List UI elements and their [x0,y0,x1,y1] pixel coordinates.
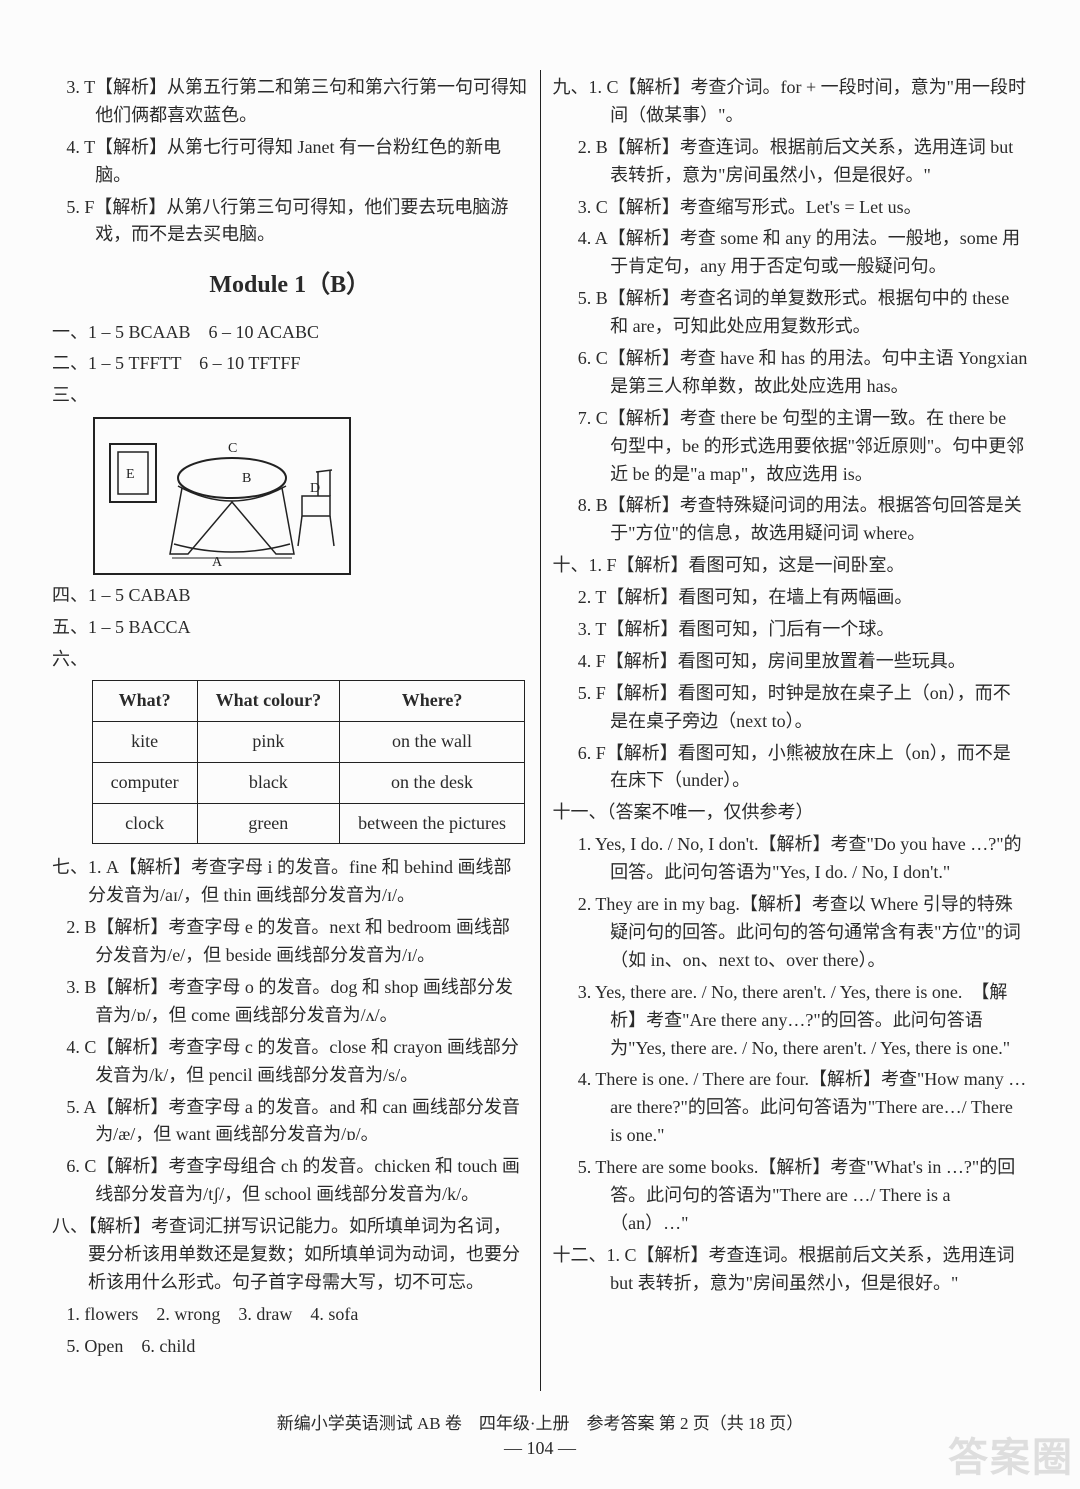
table-cell: kite [92,721,197,762]
ans-4: 4. T【解析】从第七行可得知 Janet 有一台粉红色的新电脑。 [52,134,528,190]
table-cell: on the wall [340,721,525,762]
table-cell: black [197,762,340,803]
ten-1: 十、1. F【解析】看图可知，这是一间卧室。 [553,552,1029,580]
ans-3: 3. T【解析】从第五行第二和第三句和第六行第一句可得知他们俩都喜欢蓝色。 [52,74,528,130]
left-column: 3. T【解析】从第五行第二和第三句和第六行第一句可得知他们俩都喜欢蓝色。 4.… [40,70,541,1391]
section-2: 二、1 – 5 TFFTT 6 – 10 TFTFF [52,350,528,378]
ten-3: 3. T【解析】看图可知，门后有一个球。 [553,616,1029,644]
ten-2: 2. T【解析】看图可知，在墙上有两幅画。 [553,584,1029,612]
table-cell: clock [92,803,197,844]
table-cell: computer [92,762,197,803]
svg-text:D: D [310,481,320,496]
ten-4: 4. F【解析】看图可知，房间里放置着一些玩具。 [553,648,1029,676]
th-where: Where? [340,680,525,721]
eleven-3: 3. Yes, there are. / No, there aren't. /… [553,979,1029,1063]
table-cell: pink [197,721,340,762]
eight-line2: 5. Open 6. child [52,1333,528,1361]
eleven-2: 2. They are in my bag.【解析】考查以 Where 引导的特… [553,891,1029,975]
nine-8: 8. B【解析】考查特殊疑问词的用法。根据答句回答是关于"方位"的信息，故选用疑… [553,492,1029,548]
page-number: — 104 — [40,1438,1040,1459]
seven-5: 5. A【解析】考查字母 a 的发音。and 和 can 画线部分发音为/æ/，… [52,1094,528,1150]
th-what: What? [92,680,197,721]
svg-text:A: A [212,555,223,570]
eleven-5: 5. There are some books.【解析】考查"What's in… [553,1154,1029,1238]
nine-5: 5. B【解析】考查名词的单复数形式。根据句中的 these 和 are，可知此… [553,285,1029,341]
answer-table: What? What colour? Where? kite pink on t… [92,680,525,845]
nine-3: 3. C【解析】考查缩写形式。Let's = Let us。 [553,194,1029,222]
th-colour: What colour? [197,680,340,721]
nine-4: 4. A【解析】考查 some 和 any 的用法。一般地，some 用于肯定句… [553,225,1029,281]
nine-6: 6. C【解析】考查 have 和 has 的用法。句中主语 Yongxian … [553,345,1029,401]
seven-2: 2. B【解析】考查字母 e 的发音。next 和 bedroom 画线部分发音… [52,914,528,970]
room-diagram: E C B D A [92,416,528,576]
watermark: 答案圈 [948,1425,1074,1483]
section-4: 四、1 – 5 CABAB [52,582,528,610]
eleven-1: 1. Yes, I do. / No, I don't.【解析】考查"Do yo… [553,831,1029,887]
seven-3: 3. B【解析】考查字母 o 的发音。dog 和 shop 画线部分发音为/ɒ/… [52,974,528,1030]
nine-1: 九、1. C【解析】考查介词。for + 一段时间，意为"用一段时间（做某事）"… [553,74,1029,130]
ans-5: 5. F【解析】从第八行第三句可得知，他们要去玩电脑游戏，而不是去买电脑。 [52,194,528,250]
nine-7: 7. C【解析】考查 there be 句型的主谓一致。在 there be 句… [553,405,1029,489]
right-column: 九、1. C【解析】考查介词。for + 一段时间，意为"用一段时间（做某事）"… [541,70,1041,1391]
section-6: 六、 [52,646,528,674]
module-title: Module 1（B） [52,267,528,304]
seven-6: 6. C【解析】考查字母组合 ch 的发音。chicken 和 touch 画线… [52,1153,528,1209]
seven-1: 七、1. A【解析】考查字母 i 的发音。fine 和 behind 画线部分发… [52,854,528,910]
svg-text:B: B [242,471,251,486]
eleven-4: 4. There is one. / There are four.【解析】考查… [553,1066,1029,1150]
section-3: 三、 [52,382,528,410]
svg-text:E: E [126,467,135,482]
seven-4: 4. C【解析】考查字母 c 的发音。close 和 crayon 画线部分发音… [52,1034,528,1090]
ten-6: 6. F【解析】看图可知，小熊被放在床上（on），而不是在床下（under）。 [553,740,1029,796]
eleven-head: 十一、（答案不唯一，仅供参考） [553,799,1029,827]
ten-5: 5. F【解析】看图可知，时钟是放在桌子上（on），而不是在桌子旁边（next … [553,680,1029,736]
footer-text: 新编小学英语测试 AB 卷 四年级·上册 参考答案 第 2 页（共 18 页） [40,1409,1040,1434]
twelve: 十二、1. C【解析】考查连词。根据前后文关系，选用连词 but 表转折，意为"… [553,1242,1029,1298]
table-cell: on the desk [340,762,525,803]
table-cell: between the pictures [340,803,525,844]
section-1: 一、1 – 5 BCAAB 6 – 10 ACABC [52,319,528,347]
eight-line1: 1. flowers 2. wrong 3. draw 4. sofa [52,1301,528,1329]
table-cell: green [197,803,340,844]
eight-intro: 八、【解析】考查词汇拼写识记能力。如所填单词为名词，要分析该用单数还是复数；如所… [52,1213,528,1297]
nine-2: 2. B【解析】考查连词。根据前后文关系，选用连词 but 表转折，意为"房间虽… [553,134,1029,190]
section-5: 五、1 – 5 BACCA [52,614,528,642]
svg-text:C: C [228,441,237,456]
